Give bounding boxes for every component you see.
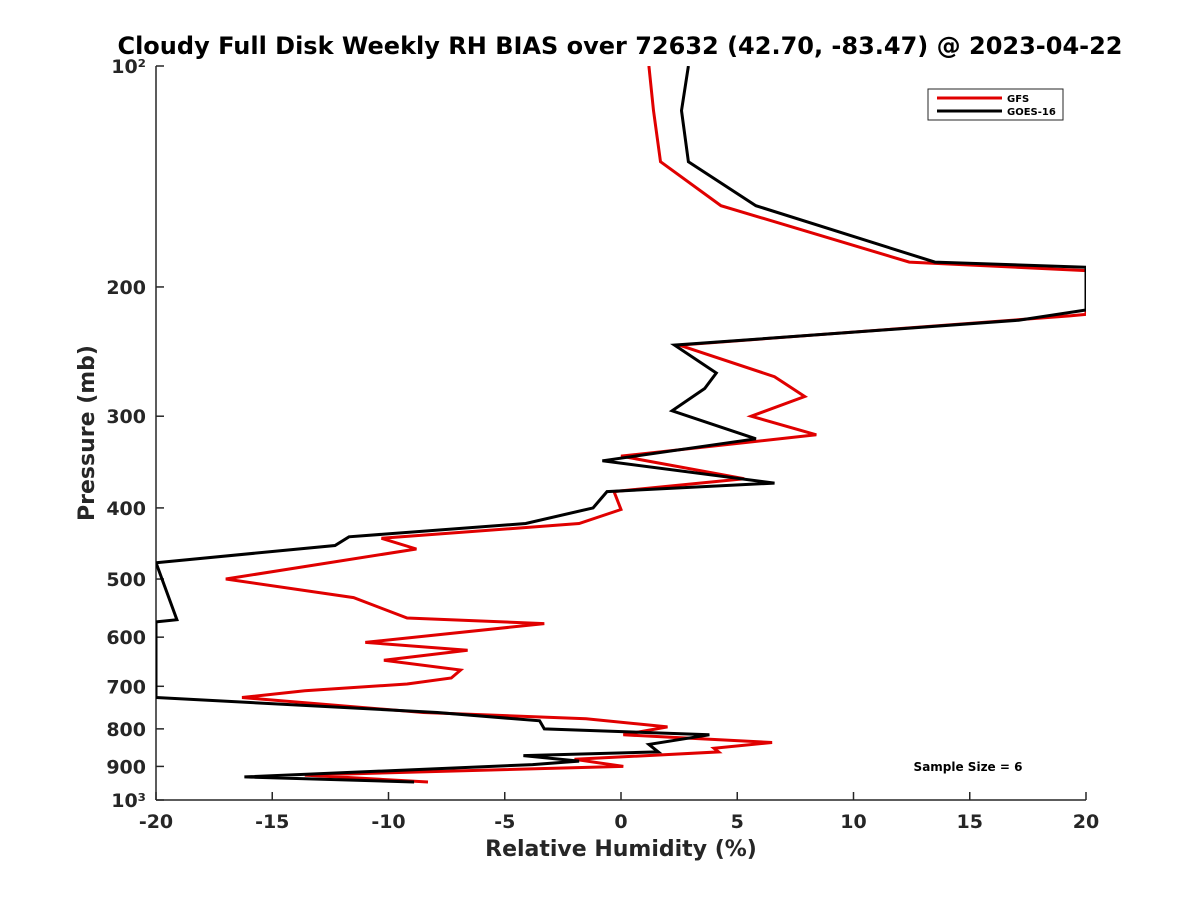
y-tick-label: 10² [111, 56, 146, 78]
series-line-goes-16 [156, 66, 1086, 784]
x-axis-label: Relative Humidity (%) [485, 837, 757, 862]
series-line-gfs [225, 66, 1086, 784]
y-ticks: 10² 200 300 400 500 600 700 800 900 10³ [106, 56, 164, 812]
y-tick-label: 600 [106, 627, 146, 649]
y-tick-label: 200 [106, 277, 146, 299]
x-tick-label: 5 [731, 811, 744, 833]
x-tick-label: 0 [614, 811, 627, 833]
x-tick-label: 20 [1073, 811, 1099, 833]
plot-area [155, 66, 1086, 801]
y-tick-label: 300 [106, 406, 146, 428]
y-tick-label: 700 [106, 676, 146, 698]
x-tick-label: -5 [494, 811, 515, 833]
y-axis-label: Pressure (mb) [75, 345, 100, 521]
y-tick-label: 800 [106, 719, 146, 741]
x-tick-label: -20 [139, 811, 173, 833]
legend-box [927, 88, 1064, 121]
sample-size-annotation: Sample Size = 6 [914, 760, 1023, 774]
x-tick-label: -15 [255, 811, 289, 833]
x-tick-label: 10 [840, 811, 866, 833]
x-ticks: -20 -15 -10 -5 0 5 10 15 20 [139, 792, 1099, 833]
legend-label: GOES-16 [1007, 107, 1056, 118]
y-tick-label: 900 [106, 756, 146, 778]
x-tick-label: 15 [957, 811, 983, 833]
chart-title: Cloudy Full Disk Weekly RH BIAS over 726… [117, 32, 1122, 60]
legend-label: GFS [1007, 94, 1029, 105]
x-tick-label: -10 [371, 811, 405, 833]
y-tick-label: 400 [106, 498, 146, 520]
y-tick-label: 10³ [111, 790, 146, 812]
y-tick-label: 500 [106, 569, 146, 591]
legend: GFS GOES-16 [927, 88, 1064, 121]
series-group [156, 66, 1086, 784]
